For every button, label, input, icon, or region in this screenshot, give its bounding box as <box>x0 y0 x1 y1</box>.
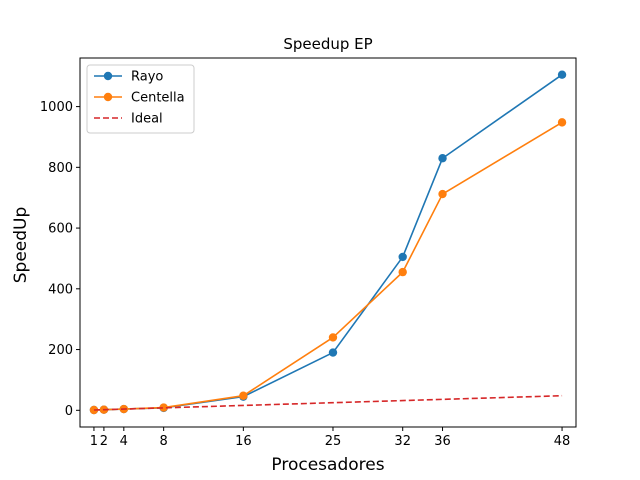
legend-label: Ideal <box>131 112 163 127</box>
data-point-centella <box>239 391 248 400</box>
data-point-centella <box>438 189 447 199</box>
legend-label: Centella <box>131 91 185 106</box>
x-tick-label: 4 <box>120 434 128 449</box>
legend-entry-rayo: Rayo <box>94 70 163 85</box>
chart-title: Speedup EP <box>283 35 372 53</box>
series-line-ideal <box>93 394 563 411</box>
y-tick-label: 800 <box>48 161 73 176</box>
y-tick-label: 600 <box>48 222 73 237</box>
y-tick-label: 0 <box>65 404 73 419</box>
legend: Rayo Centella Ideal <box>86 64 195 134</box>
data-point-centella <box>159 403 168 412</box>
series-centella <box>89 118 567 415</box>
axes-frame <box>79 57 577 428</box>
x-tick-label: 48 <box>554 434 571 449</box>
legend-swatch-marker <box>103 92 113 102</box>
x-tick-label: 2 <box>100 434 108 449</box>
y-tick-label: 400 <box>48 282 73 297</box>
x-tick-label: 32 <box>394 434 411 449</box>
x-tick-label: 25 <box>325 434 342 449</box>
x-tick-label: 1 <box>90 434 98 449</box>
legend-swatch-marker <box>103 71 113 81</box>
x-axis-label: Procesadores <box>271 455 384 475</box>
legend-entry-ideal: Ideal <box>94 112 163 127</box>
x-tick-label: 36 <box>434 434 451 449</box>
series-group <box>89 70 567 415</box>
x-tick-label: 8 <box>160 434 168 449</box>
x-tick-label: 16 <box>235 434 252 449</box>
data-point-rayo <box>328 348 338 357</box>
legend-entry-centella: Centella <box>94 91 185 106</box>
series-ideal <box>93 394 563 411</box>
legend-label: Rayo <box>131 70 163 85</box>
data-point-centella <box>398 267 407 277</box>
y-axis-label: SpeedUp <box>11 207 31 284</box>
y-tick-label: 1000 <box>40 100 73 115</box>
legend-frame <box>86 64 195 134</box>
data-point-rayo <box>398 252 407 262</box>
data-point-rayo <box>438 154 447 163</box>
data-point-centella <box>557 118 567 127</box>
data-point-rayo <box>557 70 567 79</box>
data-point-centella <box>328 333 338 342</box>
y-tick-label: 200 <box>48 343 73 358</box>
